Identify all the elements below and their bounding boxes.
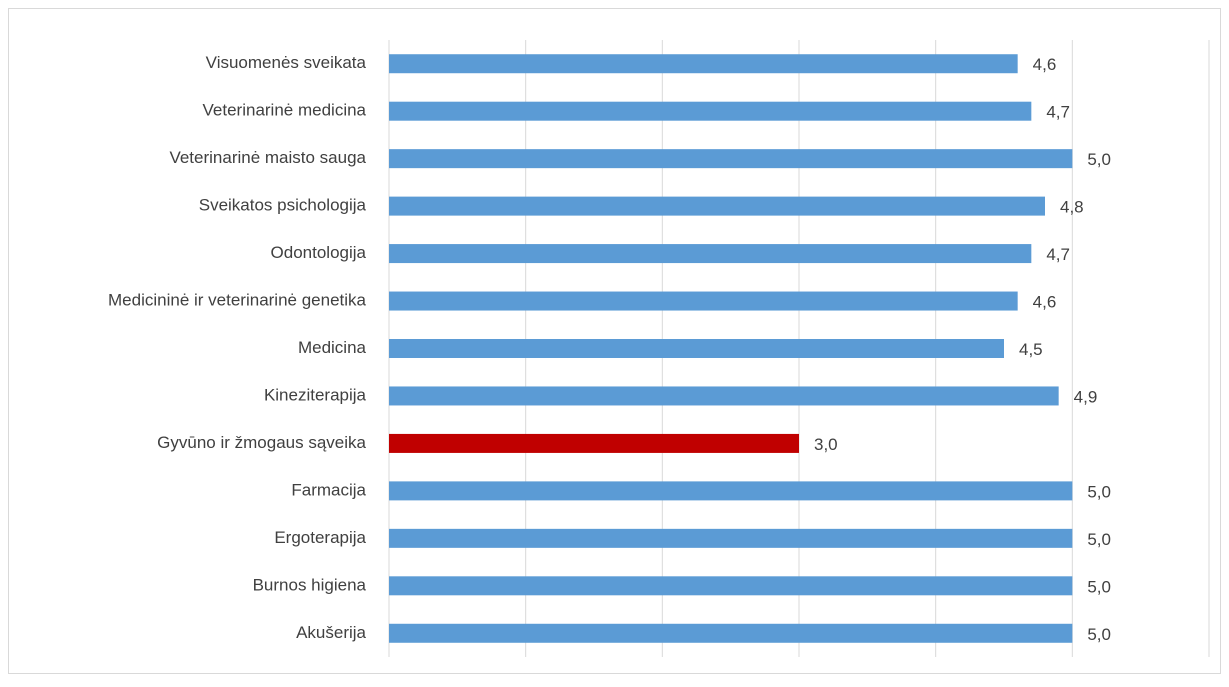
bar <box>389 386 1059 406</box>
bar <box>389 149 1073 169</box>
data-label: 5,0 <box>1087 150 1111 169</box>
data-label: 4,9 <box>1074 387 1098 406</box>
data-label: 4,7 <box>1046 103 1070 122</box>
y-tick-label: Veterinarinė maisto sauga <box>169 148 366 167</box>
data-label: 4,7 <box>1046 245 1070 264</box>
bar <box>389 101 1032 121</box>
y-tick-label: Burnos higiena <box>253 575 367 594</box>
y-tick-label: Medicina <box>298 338 367 357</box>
bar <box>389 576 1073 596</box>
y-tick-label: Kineziterapija <box>264 385 367 404</box>
y-tick-label: Akušerija <box>296 623 366 642</box>
bar <box>389 244 1032 264</box>
data-label: 5,0 <box>1087 530 1111 549</box>
data-label: 4,5 <box>1019 340 1043 359</box>
data-label: 4,6 <box>1033 293 1057 312</box>
y-tick-label: Odontologija <box>271 243 367 262</box>
y-tick-label: Medicininė ir veterinarinė genetika <box>108 291 367 310</box>
data-label: 3,0 <box>814 435 838 454</box>
bar <box>389 196 1045 216</box>
bar <box>389 339 1004 358</box>
bar <box>389 481 1073 501</box>
y-tick-label: Gyvūno ir žmogaus sąveika <box>157 433 366 452</box>
y-tick-label: Visuomenės sveikata <box>206 53 367 72</box>
y-tick-label: Veterinarinė medicina <box>203 101 367 120</box>
bar <box>389 623 1073 643</box>
y-tick-label: Farmacija <box>291 480 366 499</box>
data-label: 4,8 <box>1060 198 1084 217</box>
bar <box>389 528 1073 548</box>
bar <box>389 433 799 453</box>
bar <box>389 54 1018 74</box>
data-label: 5,0 <box>1087 577 1111 596</box>
data-label: 5,0 <box>1087 625 1111 644</box>
bar <box>389 291 1018 311</box>
y-tick-label: Sveikatos psichologija <box>199 196 367 215</box>
y-tick-label: Ergoterapija <box>274 528 366 547</box>
data-label: 5,0 <box>1087 482 1111 501</box>
data-label: 4,6 <box>1033 55 1057 74</box>
